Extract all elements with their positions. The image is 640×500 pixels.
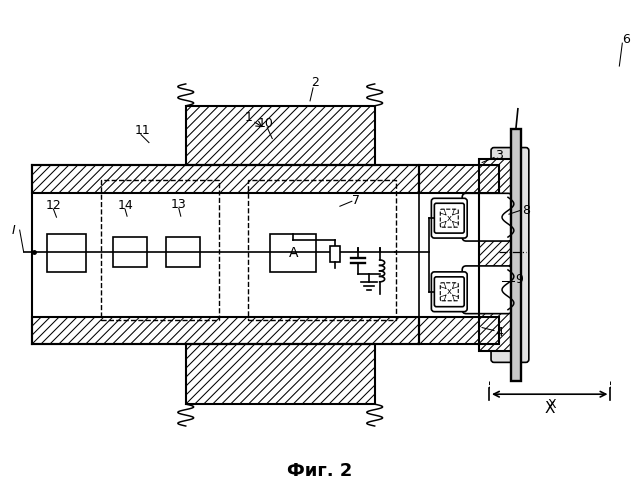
Bar: [186, 106, 374, 166]
Text: 9: 9: [515, 274, 523, 286]
Text: 8: 8: [522, 204, 530, 216]
Text: I: I: [12, 224, 15, 236]
FancyBboxPatch shape: [491, 148, 529, 362]
Text: 6: 6: [622, 32, 630, 46]
Text: 4: 4: [495, 326, 503, 339]
Text: A: A: [289, 246, 298, 260]
Bar: [186, 106, 374, 166]
Text: 14: 14: [117, 198, 133, 212]
Bar: [31, 166, 419, 194]
Bar: [419, 166, 499, 194]
Bar: [419, 166, 499, 194]
Text: x: x: [447, 214, 452, 222]
FancyBboxPatch shape: [440, 283, 458, 301]
FancyBboxPatch shape: [462, 194, 512, 241]
Bar: [31, 166, 419, 194]
Bar: [31, 316, 419, 344]
Bar: [101, 180, 219, 320]
Text: 10: 10: [257, 117, 273, 130]
Bar: [248, 180, 396, 320]
Text: 12: 12: [45, 198, 61, 212]
FancyBboxPatch shape: [435, 277, 464, 306]
Bar: [419, 166, 499, 194]
FancyBboxPatch shape: [431, 272, 467, 312]
Bar: [186, 344, 374, 404]
Text: 2: 2: [311, 76, 319, 90]
Bar: [31, 316, 419, 344]
Text: 7: 7: [352, 194, 360, 207]
Bar: [47, 234, 86, 272]
Bar: [31, 194, 419, 316]
Text: 3: 3: [495, 149, 503, 162]
Bar: [166, 237, 200, 267]
Bar: [419, 194, 499, 316]
Text: 13: 13: [171, 198, 187, 211]
Bar: [186, 344, 374, 404]
Text: 1: 1: [244, 111, 252, 124]
FancyBboxPatch shape: [435, 204, 464, 233]
Text: X: X: [545, 400, 555, 415]
Text: x: x: [447, 288, 452, 296]
Bar: [330, 246, 340, 262]
FancyBboxPatch shape: [440, 209, 458, 227]
Bar: [479, 158, 511, 352]
Bar: [31, 316, 419, 344]
Bar: [419, 316, 499, 344]
Text: 11: 11: [135, 124, 151, 137]
Bar: [186, 344, 374, 404]
Bar: [31, 166, 419, 194]
Text: X: X: [547, 398, 556, 410]
FancyBboxPatch shape: [431, 198, 467, 238]
Bar: [479, 158, 511, 352]
Bar: [419, 316, 499, 344]
Bar: [479, 158, 511, 352]
Bar: [511, 128, 521, 382]
Bar: [270, 234, 316, 272]
Text: Фиг. 2: Фиг. 2: [287, 462, 353, 480]
Bar: [186, 106, 374, 166]
FancyBboxPatch shape: [462, 266, 512, 314]
Bar: [419, 316, 499, 344]
Bar: [113, 237, 147, 267]
